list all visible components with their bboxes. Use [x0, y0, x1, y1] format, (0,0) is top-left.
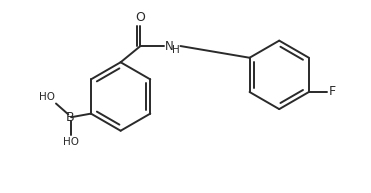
Text: HO: HO — [63, 137, 79, 147]
Text: N: N — [165, 40, 173, 53]
Text: HO: HO — [39, 92, 55, 102]
Text: F: F — [328, 85, 335, 98]
Text: O: O — [135, 11, 145, 24]
Text: H: H — [172, 45, 180, 55]
Text: B: B — [65, 111, 74, 124]
